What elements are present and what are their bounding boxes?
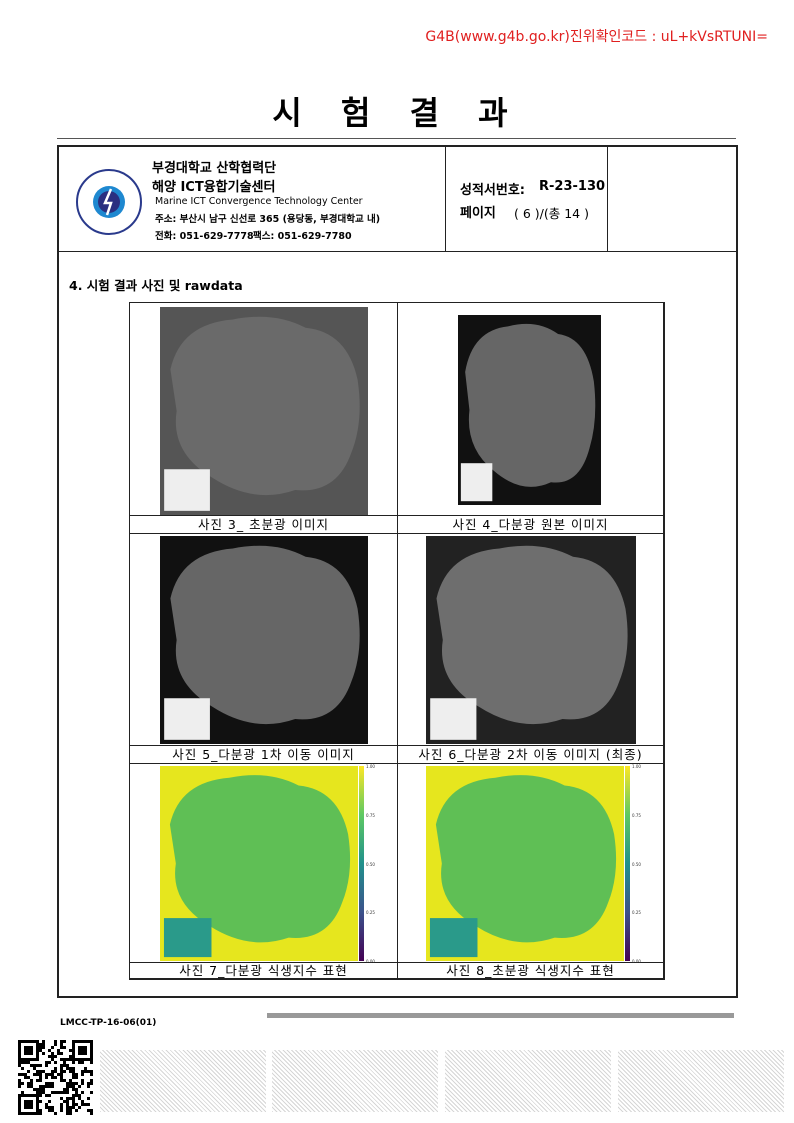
photo-caption: 사진 3_ 초분광 이미지 (130, 516, 398, 534)
address: 주소: 부산시 남구 신선로 365 (용당동, 부경대학교 내) (155, 214, 381, 225)
security-pattern (618, 1050, 784, 1112)
divider (607, 147, 608, 251)
org-english: Marine ICT Convergence Technology Center (155, 196, 363, 207)
security-pattern (445, 1050, 611, 1112)
photo-cell (398, 534, 664, 746)
photo-caption: 사진 4_다분광 원본 이미지 (398, 516, 664, 534)
colorbar-tick: 0.25 (366, 910, 375, 916)
org-name: 부경대학교 산학협력단 (152, 161, 277, 176)
security-pattern (100, 1050, 266, 1112)
report-number: R-23-130 (539, 179, 606, 194)
colorbar-tick: 0.75 (366, 812, 375, 818)
photo-caption: 사진 8_초분광 식생지수 표현 (398, 963, 664, 979)
leaf-photo (426, 536, 636, 744)
footer-bar (267, 1013, 734, 1018)
photo-caption: 사진 6_다분광 2차 이동 이미지 (최종) (398, 746, 664, 764)
leaf-photo (458, 315, 601, 505)
colorbar-tick: 0.50 (366, 861, 375, 867)
colorbar-tick: 0.25 (632, 910, 641, 916)
colorbar-tick: 0.00 (366, 959, 375, 964)
page-number: ( 6 )/(총 14 ) (514, 206, 589, 221)
phone: 전화: 051-629-7778 (155, 231, 254, 242)
report-header: 부경대학교 산학협력단 해양 ICT융합기술센터 Marine ICT Conv… (59, 147, 736, 252)
report-frame: 부경대학교 산학협력단 해양 ICT융합기술센터 Marine ICT Conv… (57, 145, 738, 998)
form-code: LMCC-TP-16-06(01) (60, 1018, 157, 1028)
security-pattern (272, 1050, 438, 1112)
leaf-photo (160, 307, 368, 515)
page-label: 페이지 (460, 206, 496, 221)
org-center: 해양 ICT융합기술센터 (152, 180, 276, 195)
fax: 팩스: 051-629-7780 (253, 231, 352, 242)
verification-code: G4B(www.g4b.go.kr)진위확인코드 : uL+kVsRTUNI= (425, 29, 768, 45)
photo-caption: 사진 7_다분광 식생지수 표현 (130, 963, 398, 979)
colorbar (359, 766, 364, 961)
report-number-label: 성적서번호: (460, 183, 525, 198)
section-title: 4. 시험 결과 사진 및 rawdata (69, 278, 243, 293)
divider (445, 147, 446, 251)
title-divider (57, 138, 736, 139)
qr-code (18, 1040, 93, 1115)
colorbar (625, 766, 630, 961)
leaf-photo (160, 536, 368, 744)
colorbar-tick: 1.00 (366, 764, 375, 769)
photo-cell: 1.00 0.75 0.50 0.25 0.00 (398, 764, 664, 964)
colorbar-tick: 0.75 (632, 812, 641, 818)
photo-cell (398, 303, 664, 516)
leaf-photo (160, 766, 358, 961)
colorbar-tick: 0.00 (632, 959, 641, 964)
leaf-photo (426, 766, 624, 961)
photo-caption: 사진 5_다분광 1차 이동 이미지 (130, 746, 398, 764)
page-title: 시 험 결 과 (272, 94, 522, 132)
university-logo (76, 169, 142, 235)
colorbar-tick: 1.00 (632, 764, 641, 769)
colorbar-tick: 0.50 (632, 861, 641, 867)
photo-cell (130, 534, 398, 746)
photo-cell: 1.00 0.75 0.50 0.25 0.00 (130, 764, 398, 964)
photo-cell (130, 303, 398, 516)
